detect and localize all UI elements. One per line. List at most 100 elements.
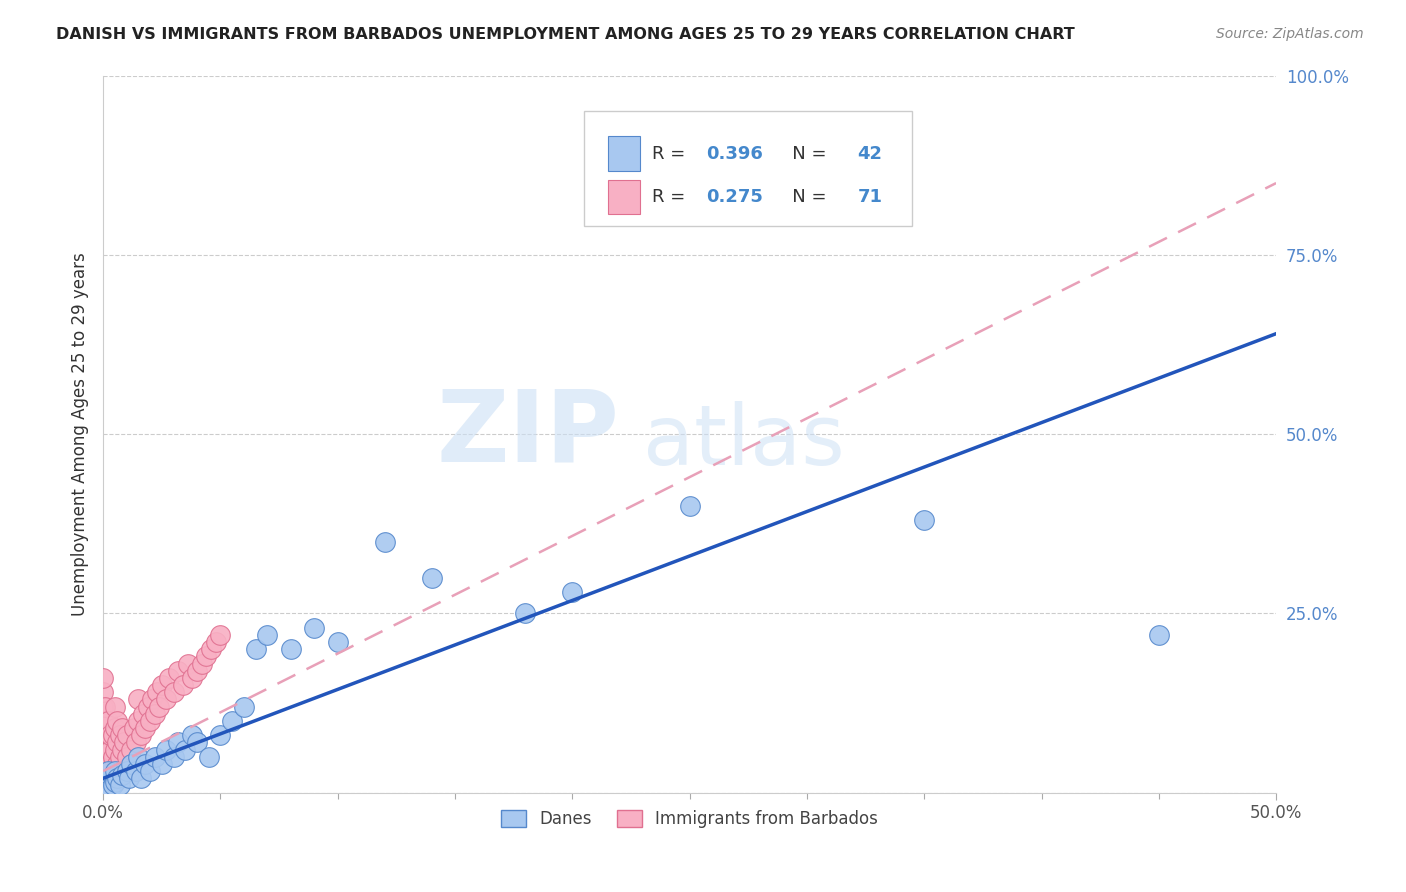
Text: N =: N = (775, 145, 832, 162)
Point (105, 756, 128, 771)
Point (108, 728, 131, 742)
Point (111, 721, 134, 735)
Point (105, 714, 128, 728)
Point (125, 735, 148, 749)
Text: Source: ZipAtlas.com: Source: ZipAtlas.com (1216, 27, 1364, 41)
Point (326, 635, 349, 649)
Point (120, 742, 142, 756)
Point (91, 756, 114, 771)
Point (97, 772, 120, 786)
Point (105, 735, 128, 749)
Point (94, 714, 117, 728)
Point (115, 764, 138, 779)
Point (209, 628, 232, 642)
Point (515, 607, 537, 621)
Point (108, 779, 131, 793)
Point (112, 735, 135, 749)
Point (98, 756, 121, 771)
Point (91, 779, 114, 793)
Point (139, 764, 162, 779)
Point (97, 742, 120, 756)
Point (127, 714, 149, 728)
FancyBboxPatch shape (583, 112, 912, 226)
Point (420, 570, 443, 584)
Legend: Danes, Immigrants from Barbados: Danes, Immigrants from Barbados (495, 803, 884, 835)
Point (136, 699, 159, 714)
Point (174, 742, 197, 756)
Point (172, 678, 194, 692)
Point (97, 772, 120, 786)
Text: N =: N = (775, 188, 832, 206)
Point (97, 714, 120, 728)
Point (104, 775, 127, 789)
Point (127, 749, 149, 764)
Point (141, 692, 163, 706)
Point (91, 764, 114, 779)
Point (134, 756, 156, 771)
Point (91, 714, 114, 728)
Point (195, 649, 218, 664)
Point (190, 657, 212, 671)
Point (94, 772, 117, 786)
Point (374, 534, 396, 549)
Text: atlas: atlas (643, 401, 845, 482)
Point (148, 699, 170, 714)
Point (97, 756, 120, 771)
Point (108, 749, 131, 764)
Point (132, 706, 155, 721)
Text: ZIP: ZIP (436, 385, 619, 483)
Point (304, 621, 326, 635)
Point (122, 721, 145, 735)
Point (150, 756, 173, 771)
Point (157, 671, 180, 685)
Point (256, 628, 278, 642)
Point (91, 742, 114, 756)
Text: R =: R = (652, 188, 692, 206)
Text: 42: 42 (858, 145, 883, 162)
Point (155, 692, 177, 706)
Point (101, 772, 124, 786)
Point (143, 749, 166, 764)
Point (94, 699, 117, 714)
Point (561, 585, 583, 599)
Point (280, 642, 302, 657)
Point (101, 728, 124, 742)
Point (186, 664, 208, 678)
Point (94, 728, 117, 742)
FancyBboxPatch shape (607, 136, 640, 171)
Point (91, 749, 114, 764)
Point (167, 735, 190, 749)
Text: R =: R = (652, 145, 692, 162)
Point (143, 706, 166, 721)
Point (150, 678, 173, 692)
Point (101, 779, 124, 793)
Point (94, 756, 117, 771)
Point (204, 635, 226, 649)
Point (125, 764, 148, 779)
Text: DANISH VS IMMIGRANTS FROM BARBADOS UNEMPLOYMENT AMONG AGES 25 TO 29 YEARS CORREL: DANISH VS IMMIGRANTS FROM BARBADOS UNEMP… (56, 27, 1076, 42)
Point (127, 692, 149, 706)
Point (912, 513, 935, 527)
FancyBboxPatch shape (607, 179, 640, 214)
Point (155, 742, 177, 756)
Point (98, 742, 121, 756)
Point (678, 499, 700, 513)
Point (104, 742, 127, 756)
Point (162, 749, 184, 764)
Point (232, 699, 254, 714)
Point (118, 772, 141, 786)
Point (94, 742, 117, 756)
Point (98, 772, 121, 786)
Point (104, 721, 127, 735)
Point (98, 728, 121, 742)
Point (91, 685, 114, 699)
Point (104, 699, 127, 714)
Point (221, 714, 243, 728)
Point (186, 735, 208, 749)
Point (104, 764, 127, 779)
Point (97, 728, 120, 742)
Point (139, 714, 162, 728)
Point (101, 749, 124, 764)
Point (181, 728, 204, 742)
Point (120, 756, 142, 771)
